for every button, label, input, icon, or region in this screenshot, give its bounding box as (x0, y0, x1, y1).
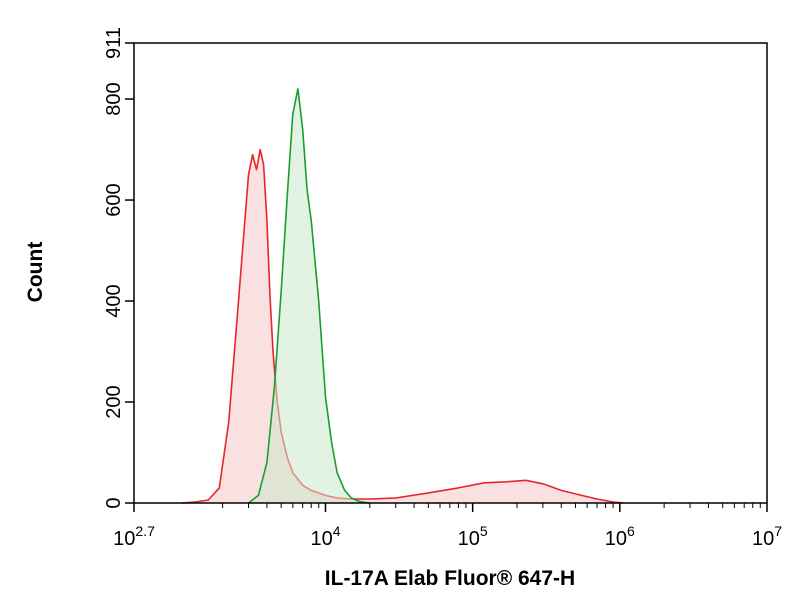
plot-frame (133, 42, 768, 504)
x-tick-label: 104 (310, 523, 340, 550)
x-tick-label: 106 (605, 523, 635, 550)
y-tick-label: 400 (103, 284, 125, 317)
x-axis: 102.7 104 105 106 107 (113, 503, 782, 550)
y-tick-label: 200 (103, 385, 125, 418)
x-tick-label: 102.7 (113, 523, 155, 550)
y-tick-label: 0 (103, 497, 125, 508)
y-tick-label: 911 (103, 27, 125, 59)
x-tick-label: 105 (458, 523, 488, 550)
x-tick-label: 107 (752, 523, 782, 550)
plot-area (133, 42, 768, 504)
y-tick-label: 600 (103, 183, 125, 216)
y-axis: 0 200 400 600 800 911 (103, 27, 134, 509)
series-layer (181, 88, 623, 504)
series-2-line (248, 88, 370, 504)
y-axis-title: Count (24, 242, 47, 303)
x-axis-title: IL-17A Elab Fluor® 647-H (325, 567, 575, 590)
series-2-area (248, 88, 370, 504)
series-1-area (181, 149, 623, 503)
y-tick-label: 800 (103, 82, 125, 115)
